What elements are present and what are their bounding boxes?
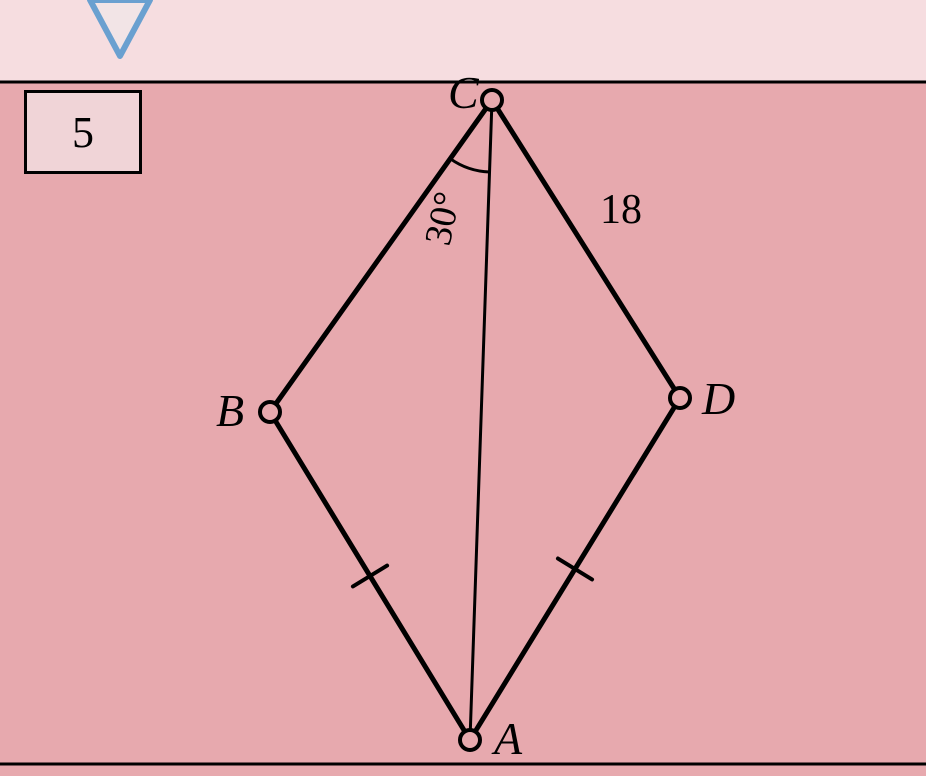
vertex-label-D: D [702, 372, 735, 425]
vertex-label-C: C [448, 66, 479, 119]
side-length-CD: 18 [600, 186, 642, 234]
problem-number: 5 [72, 107, 94, 158]
vertex-label-B: B [216, 384, 244, 437]
problem-number-box: 5 [24, 90, 142, 174]
vertex-label-A: A [494, 712, 522, 765]
